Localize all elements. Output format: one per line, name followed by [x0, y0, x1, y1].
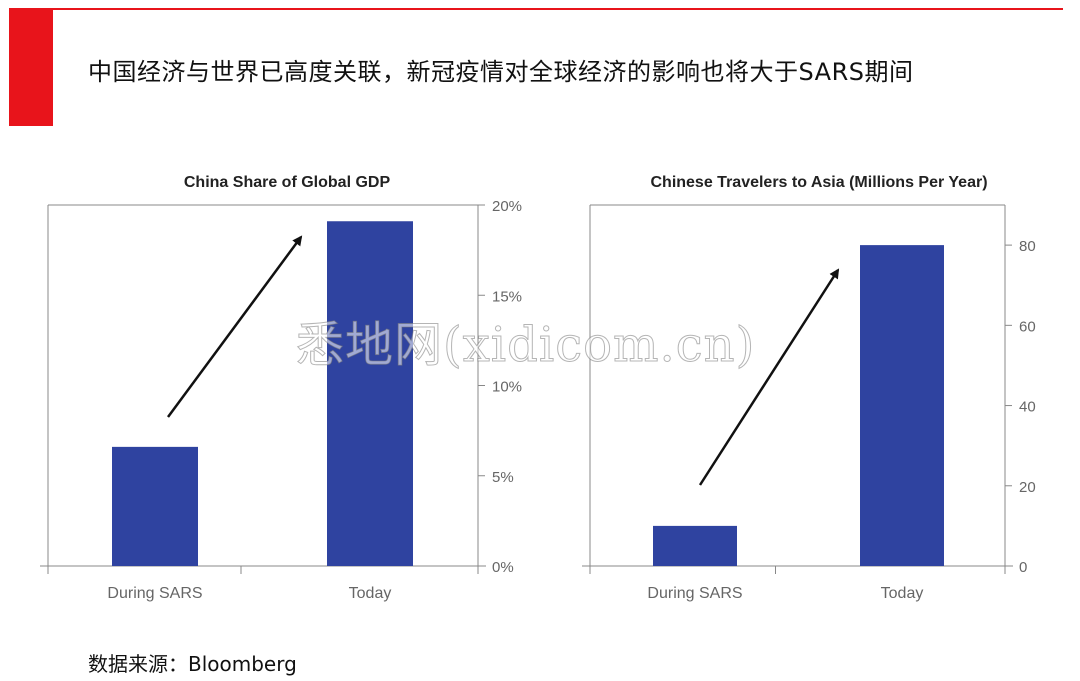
header-accent-block: [9, 8, 53, 126]
category-label: During SARS: [107, 585, 202, 602]
y-tick-label: 5%: [492, 469, 514, 486]
y-tick-label: 60: [1019, 318, 1036, 335]
y-tick-label: 80: [1019, 238, 1036, 255]
y-tick-label: 40: [1019, 399, 1036, 416]
category-label: During SARS: [647, 585, 742, 602]
source-note: 数据来源：Bloomberg: [88, 652, 297, 676]
watermark-text: 悉地网(xidicom.cn): [295, 317, 756, 374]
trend-arrow: [698, 268, 840, 486]
category-label: Today: [881, 585, 924, 602]
bar-0: [112, 446, 198, 566]
category-label: Today: [349, 585, 392, 602]
chart-title: China Share of Global GDP: [184, 174, 391, 191]
bar-1: [327, 221, 413, 566]
page-title: 中国经济与世界已高度关联，新冠疫情对全球经济的影响也将大于SARS期间: [88, 58, 914, 86]
y-tick-label: 0%: [492, 559, 514, 576]
header-accent-line: [53, 8, 1063, 10]
y-tick-label: 15%: [492, 288, 522, 305]
y-tick-label: 20%: [492, 198, 522, 215]
chart-chinese-travelers: Chinese Travelers to Asia (Millions Per …: [582, 174, 1036, 602]
y-tick-label: 20: [1019, 479, 1036, 496]
chart-china-gdp-share: China Share of Global GDP 0% 5% 10% 15% 20% Du…: [40, 174, 522, 602]
trend-arrow: [166, 235, 303, 418]
y-tick-label: 0: [1019, 559, 1027, 576]
bar-0: [653, 525, 737, 566]
y-tick-label: 10%: [492, 379, 522, 396]
chart-title: Chinese Travelers to Asia (Millions Per …: [650, 174, 987, 191]
bar-1: [860, 245, 944, 566]
